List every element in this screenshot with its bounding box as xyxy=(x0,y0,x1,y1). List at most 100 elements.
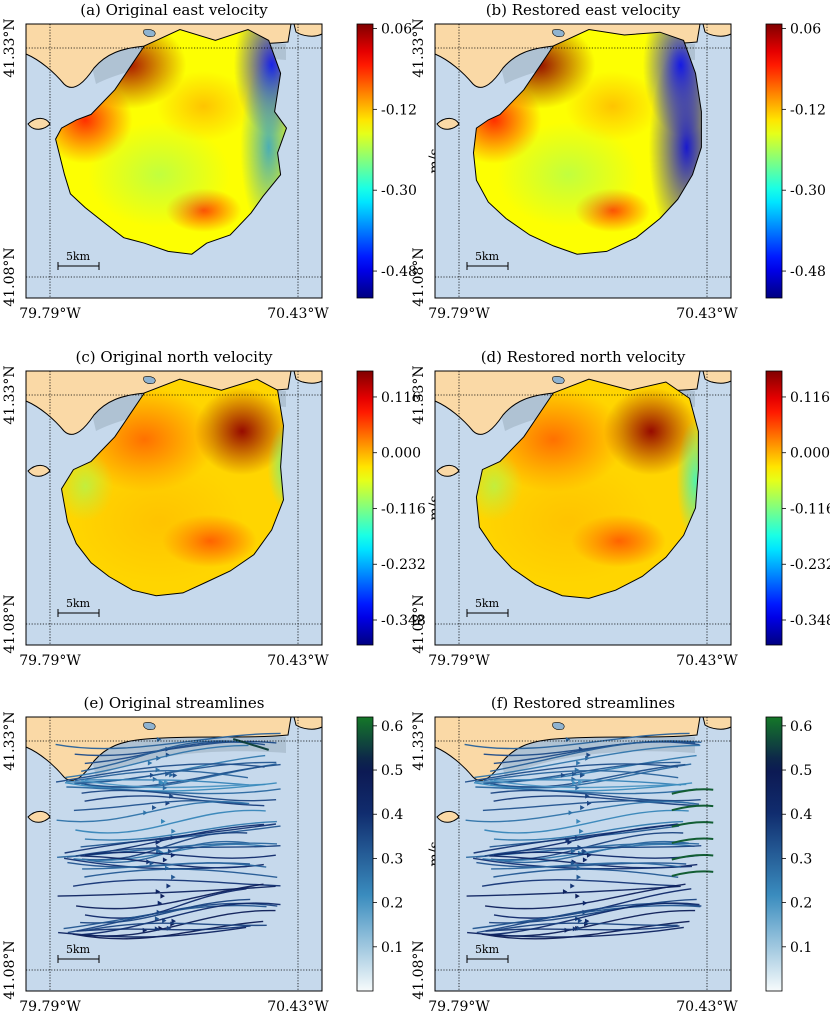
streamline-arrow xyxy=(565,837,570,843)
streamline-arrow xyxy=(582,857,588,863)
colorbar-tick-label: 0.116 xyxy=(790,390,830,406)
streamline xyxy=(72,920,264,940)
lat-tick-label-top: 41.33°N xyxy=(411,365,427,424)
streamline xyxy=(80,779,266,789)
streamline-arrow xyxy=(161,818,166,824)
streamline-arrow xyxy=(149,772,155,778)
field-blob xyxy=(73,460,245,584)
streamline xyxy=(81,740,249,772)
colorbar-tick-label: -0.348 xyxy=(381,613,426,629)
lon-tick-label-right: 70.43°W xyxy=(267,999,329,1012)
streamline xyxy=(82,902,281,936)
field-blob xyxy=(482,460,654,584)
lat-tick-label-top: 41.33°N xyxy=(411,711,427,770)
scale-bar-label: 5km xyxy=(66,250,91,263)
panel-title: (b) Restored east velocity xyxy=(486,1,681,19)
streamline xyxy=(74,769,249,782)
streamline-arrow xyxy=(570,883,575,889)
island-left xyxy=(27,464,51,477)
panel-d: (d) Restored north velocity 0.116 0.000 -0.… xyxy=(411,348,830,669)
streamline-arrow xyxy=(149,860,155,866)
streamline-strong xyxy=(671,853,714,861)
streamline xyxy=(473,782,693,792)
lat-tick-label-bottom: 41.08°N xyxy=(2,940,18,999)
streamline-arrow xyxy=(171,918,177,924)
lat-tick-label-top: 41.33°N xyxy=(2,711,18,770)
panel-e: (e) Original streamlines 0.6 0.5 0.4 0.3 0.2 0… xyxy=(2,694,443,1012)
streamline xyxy=(472,904,701,930)
streamline xyxy=(493,779,682,786)
panel-title: (c) Original north velocity xyxy=(76,348,273,366)
streamline xyxy=(63,857,247,870)
colorbar-tick-label: 0.3 xyxy=(790,851,812,867)
streamline xyxy=(483,761,681,785)
streamline-arrow xyxy=(143,810,148,816)
streamline xyxy=(464,732,690,750)
lake xyxy=(143,29,156,37)
streamline-arrow xyxy=(567,839,572,845)
streamline xyxy=(65,744,249,779)
lon-tick-label-right: 70.43°W xyxy=(676,306,738,322)
streamline xyxy=(84,795,265,807)
streamline-arrow xyxy=(155,889,161,895)
streamline xyxy=(490,789,701,802)
colorbar-tick-label: -0.30 xyxy=(790,183,826,199)
streamline xyxy=(64,782,277,792)
streamline-arrow xyxy=(575,893,580,899)
streamline-arrow xyxy=(580,805,585,811)
colorbar-tick-label: -0.48 xyxy=(790,264,826,280)
streamline-arrow xyxy=(570,848,576,854)
island-left xyxy=(436,117,460,130)
streamline xyxy=(82,862,267,870)
streamline xyxy=(64,823,277,854)
streamline xyxy=(482,843,695,862)
streamline-arrow xyxy=(572,926,578,932)
streamline xyxy=(75,809,266,834)
streamline-arrow xyxy=(586,752,591,758)
colorbar-tick-label: 0.116 xyxy=(381,390,421,406)
streamline xyxy=(81,832,248,861)
streamline xyxy=(84,888,247,919)
streamline-arrow xyxy=(579,772,585,778)
streamline-arrow xyxy=(147,760,153,766)
colorbar xyxy=(765,716,783,992)
streamline-arrow xyxy=(586,852,592,858)
streamline-arrow xyxy=(154,926,160,932)
lon-tick-label-left: 79.79°W xyxy=(428,306,490,322)
lake xyxy=(143,722,156,730)
streamline xyxy=(491,902,700,936)
lon-tick-label-right: 70.43°W xyxy=(676,999,738,1012)
streamline-strong xyxy=(671,870,714,877)
island-left xyxy=(436,810,460,823)
streamline xyxy=(84,820,277,841)
streamline xyxy=(84,779,249,786)
streamline xyxy=(493,868,679,878)
lat-tick-label-bottom: 41.08°N xyxy=(2,594,18,653)
field-blob xyxy=(267,423,284,511)
streamline-arrow xyxy=(575,785,580,791)
coastline-land xyxy=(434,716,701,781)
domain-boundary xyxy=(55,28,288,255)
streamline-arrow xyxy=(166,925,172,931)
domain-boundary xyxy=(472,28,702,255)
streamline xyxy=(474,744,701,779)
streamline-arrow xyxy=(576,925,582,931)
streamline xyxy=(493,795,702,807)
field-blob xyxy=(603,387,699,476)
streamline xyxy=(493,763,686,788)
streamline xyxy=(475,786,698,795)
lon-tick-label-left: 79.79°W xyxy=(19,653,81,669)
streamline xyxy=(467,926,684,938)
streamline xyxy=(493,741,700,765)
colorbar-tick-label: -0.348 xyxy=(790,613,830,629)
colorbar xyxy=(765,370,783,646)
streamline xyxy=(485,925,680,932)
panel-c: (c) Original north velocity 0.116 0.000 -0.… xyxy=(2,348,443,669)
streamline xyxy=(484,809,689,834)
map-frame xyxy=(434,23,732,299)
streamline xyxy=(72,879,281,887)
streamline-arrow xyxy=(562,889,568,895)
lon-tick-label-left: 79.79°W xyxy=(428,999,490,1012)
streamline xyxy=(465,800,695,823)
